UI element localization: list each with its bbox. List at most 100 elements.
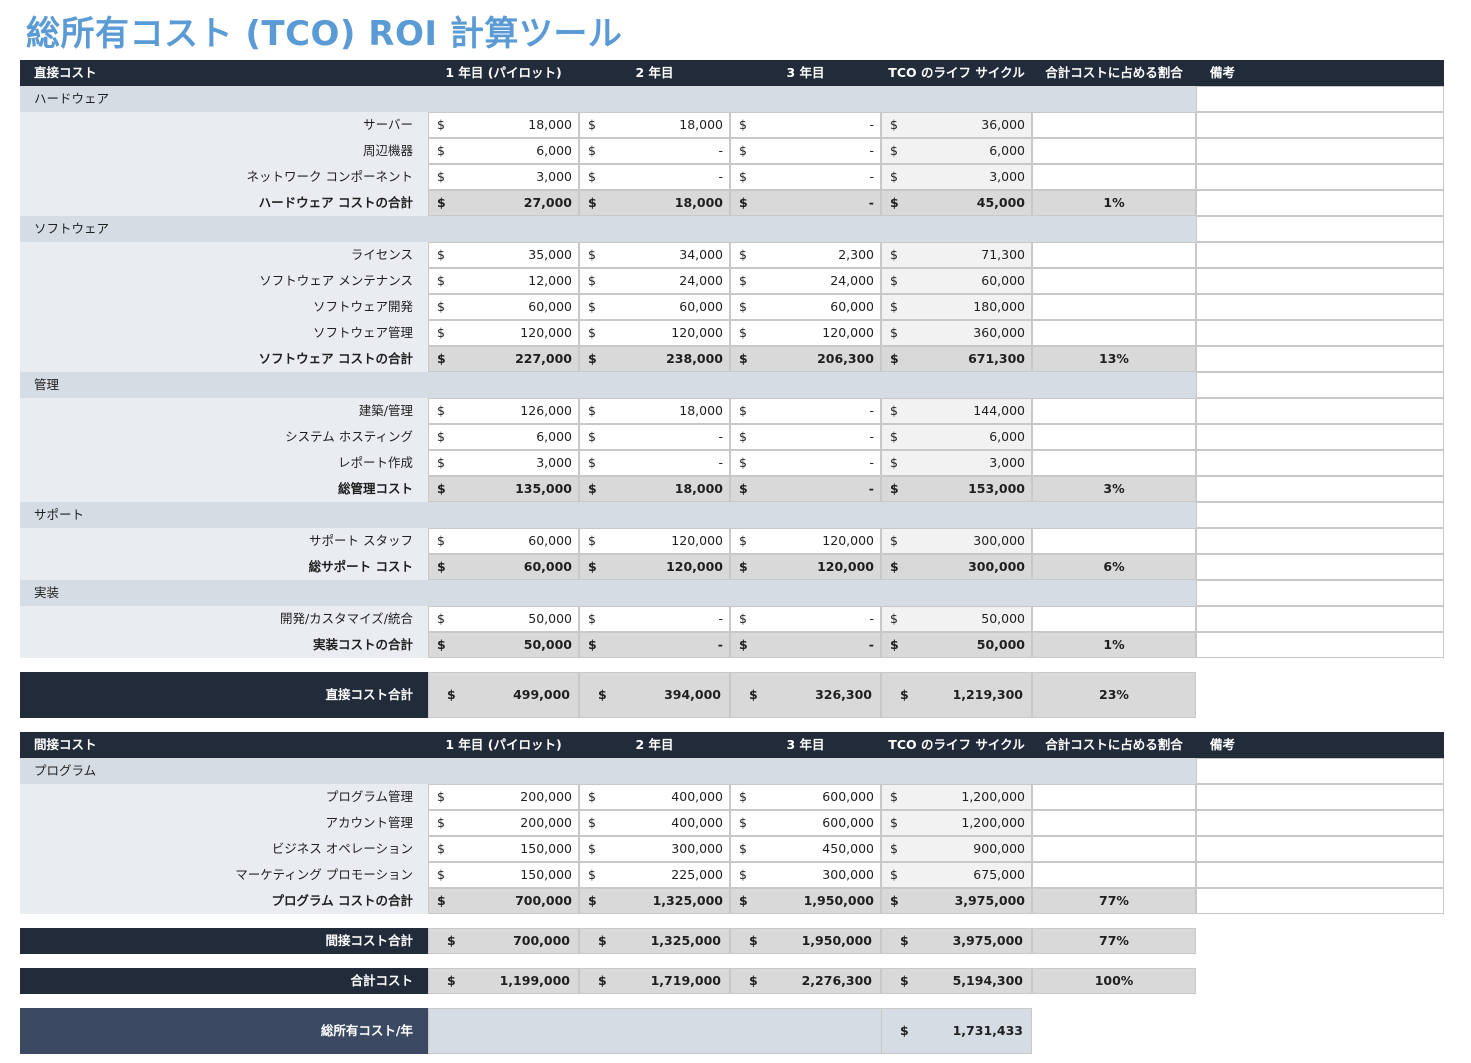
year3-cell[interactable]: $24,000 — [730, 268, 881, 294]
year2-cell[interactable]: $300,000 — [579, 836, 730, 862]
lifecycle-cell[interactable]: $675,000 — [881, 862, 1032, 888]
year1-cell[interactable]: $700,000 — [428, 888, 579, 914]
lifecycle-cell[interactable]: $1,200,000 — [881, 810, 1032, 836]
indirect-total-row-lc-cell[interactable]: $3,975,000 — [881, 928, 1032, 954]
percent-cell[interactable] — [1032, 606, 1196, 632]
year3-cell[interactable]: $2,300 — [730, 242, 881, 268]
notes-cell[interactable] — [1196, 784, 1444, 810]
year2-cell[interactable]: $238,000 — [579, 346, 730, 372]
year1-cell[interactable]: $120,000 — [428, 320, 579, 346]
direct-total-row-lc-cell[interactable]: $1,219,300 — [881, 672, 1032, 718]
direct-total-row-y1-cell[interactable]: $499,000 — [428, 672, 579, 718]
grand-total-row-y3-cell[interactable]: $2,276,300 — [730, 968, 881, 994]
lifecycle-cell[interactable]: $180,000 — [881, 294, 1032, 320]
year2-cell[interactable]: $ - — [579, 164, 730, 190]
lifecycle-cell[interactable]: $6,000 — [881, 138, 1032, 164]
lifecycle-cell[interactable]: $36,000 — [881, 112, 1032, 138]
notes-cell[interactable] — [1196, 268, 1444, 294]
year2-cell[interactable]: $ - — [579, 138, 730, 164]
notes-cell[interactable] — [1196, 424, 1444, 450]
grand-total-row-y2-cell[interactable]: $1,719,000 — [579, 968, 730, 994]
year3-cell[interactable]: $1,950,000 — [730, 888, 881, 914]
year2-cell[interactable]: $34,000 — [579, 242, 730, 268]
grand-total-row-lc-cell[interactable]: $5,194,300 — [881, 968, 1032, 994]
lifecycle-cell[interactable]: $300,000 — [881, 528, 1032, 554]
notes-cell[interactable] — [1196, 372, 1444, 398]
lifecycle-cell[interactable]: $71,300 — [881, 242, 1032, 268]
year1-cell[interactable]: $135,000 — [428, 476, 579, 502]
lifecycle-cell[interactable]: $45,000 — [881, 190, 1032, 216]
notes-cell[interactable] — [1196, 216, 1444, 242]
percent-cell[interactable]: 1% — [1032, 190, 1196, 216]
percent-cell[interactable] — [1032, 138, 1196, 164]
year1-cell[interactable]: $12,000 — [428, 268, 579, 294]
indirect-total-row-y3-cell[interactable]: $1,950,000 — [730, 928, 881, 954]
indirect-total-row-y1-cell[interactable]: $700,000 — [428, 928, 579, 954]
year1-cell[interactable]: $60,000 — [428, 294, 579, 320]
percent-cell[interactable] — [1032, 164, 1196, 190]
lifecycle-cell[interactable]: $3,975,000 — [881, 888, 1032, 914]
year3-cell[interactable]: $ - — [730, 112, 881, 138]
grand-total-row-y1-cell[interactable]: $1,199,000 — [428, 968, 579, 994]
percent-cell[interactable] — [1032, 810, 1196, 836]
lifecycle-cell[interactable]: $300,000 — [881, 554, 1032, 580]
year2-cell[interactable]: $400,000 — [579, 784, 730, 810]
lifecycle-cell[interactable]: $6,000 — [881, 424, 1032, 450]
notes-cell[interactable] — [1196, 190, 1444, 216]
lifecycle-cell[interactable]: $360,000 — [881, 320, 1032, 346]
year1-cell[interactable]: $35,000 — [428, 242, 579, 268]
year2-cell[interactable]: $400,000 — [579, 810, 730, 836]
year2-cell[interactable]: $24,000 — [579, 268, 730, 294]
lifecycle-cell[interactable]: $671,300 — [881, 346, 1032, 372]
year2-cell[interactable]: $120,000 — [579, 320, 730, 346]
lifecycle-cell[interactable]: $900,000 — [881, 836, 1032, 862]
year3-cell[interactable]: $ - — [730, 138, 881, 164]
year3-cell[interactable]: $120,000 — [730, 528, 881, 554]
notes-cell[interactable] — [1196, 164, 1444, 190]
lifecycle-cell[interactable]: $50,000 — [881, 606, 1032, 632]
year3-cell[interactable]: $ - — [730, 164, 881, 190]
year3-cell[interactable]: $ - — [730, 450, 881, 476]
percent-cell[interactable]: 77% — [1032, 888, 1196, 914]
lifecycle-cell[interactable]: $144,000 — [881, 398, 1032, 424]
indirect-total-row-percent-cell[interactable]: 77% — [1032, 928, 1196, 954]
year3-cell[interactable]: $300,000 — [730, 862, 881, 888]
notes-cell[interactable] — [1196, 476, 1444, 502]
notes-cell[interactable] — [1196, 810, 1444, 836]
year2-cell[interactable]: $ - — [579, 424, 730, 450]
notes-cell[interactable] — [1196, 346, 1444, 372]
year1-cell[interactable]: $18,000 — [428, 112, 579, 138]
year1-cell[interactable]: $150,000 — [428, 862, 579, 888]
percent-cell[interactable] — [1032, 268, 1196, 294]
notes-cell[interactable] — [1196, 528, 1444, 554]
year3-cell[interactable]: $ - — [730, 424, 881, 450]
year2-cell[interactable]: $18,000 — [579, 190, 730, 216]
year3-cell[interactable]: $120,000 — [730, 320, 881, 346]
year1-cell[interactable]: $227,000 — [428, 346, 579, 372]
year2-cell[interactable]: $60,000 — [579, 294, 730, 320]
year1-cell[interactable]: $3,000 — [428, 450, 579, 476]
indirect-total-row-y2-cell[interactable]: $1,325,000 — [579, 928, 730, 954]
year3-cell[interactable]: $ - — [730, 476, 881, 502]
lifecycle-cell[interactable]: $50,000 — [881, 632, 1032, 658]
notes-cell[interactable] — [1196, 242, 1444, 268]
notes-cell[interactable] — [1196, 138, 1444, 164]
year3-cell[interactable]: $206,300 — [730, 346, 881, 372]
notes-cell[interactable] — [1196, 86, 1444, 112]
year3-cell[interactable]: $ - — [730, 190, 881, 216]
year1-cell[interactable]: $50,000 — [428, 632, 579, 658]
year1-cell[interactable]: $200,000 — [428, 810, 579, 836]
direct-total-row-y2-cell[interactable]: $394,000 — [579, 672, 730, 718]
year2-cell[interactable]: $ - — [579, 450, 730, 476]
year3-cell[interactable]: $450,000 — [730, 836, 881, 862]
percent-cell[interactable]: 13% — [1032, 346, 1196, 372]
year1-cell[interactable]: $200,000 — [428, 784, 579, 810]
percent-cell[interactable]: 6% — [1032, 554, 1196, 580]
notes-cell[interactable] — [1196, 450, 1444, 476]
percent-cell[interactable] — [1032, 450, 1196, 476]
year1-cell[interactable]: $60,000 — [428, 554, 579, 580]
year2-cell[interactable]: $18,000 — [579, 476, 730, 502]
notes-cell[interactable] — [1196, 320, 1444, 346]
direct-total-row-percent-cell[interactable]: 23% — [1032, 672, 1196, 718]
notes-cell[interactable] — [1196, 580, 1444, 606]
